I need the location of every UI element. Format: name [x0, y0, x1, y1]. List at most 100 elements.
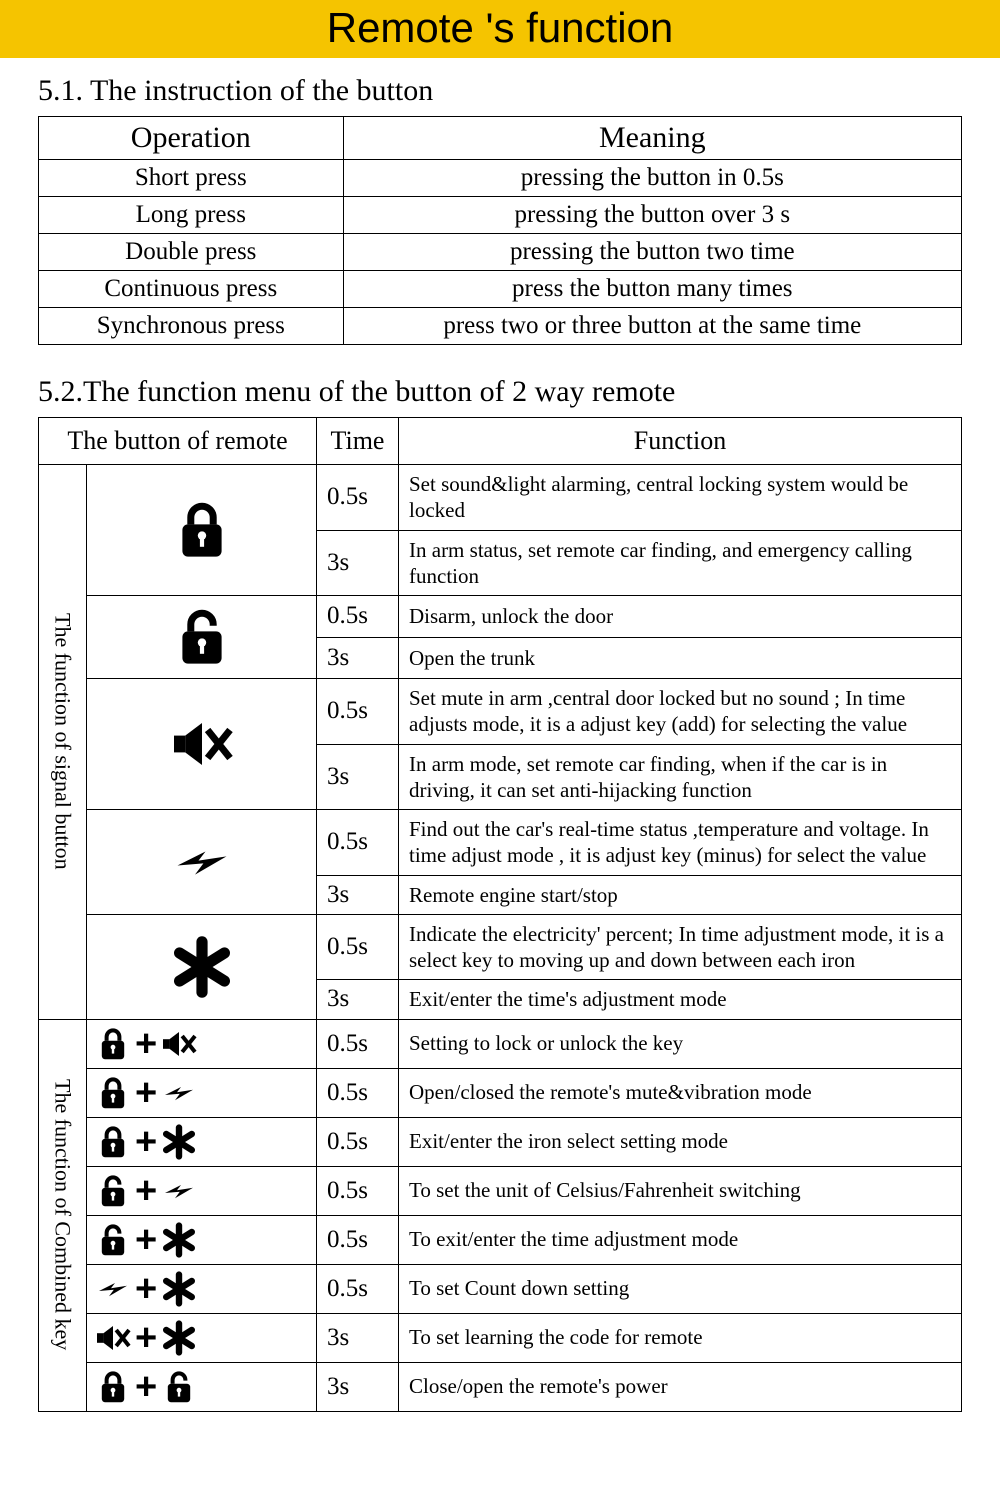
time-cell: 0.5s: [317, 1117, 399, 1166]
t2-combined-row: +3sTo set learning the code for remote: [39, 1313, 962, 1362]
time-cell: 0.5s: [317, 1166, 399, 1215]
content-area: 5.1. The instruction of the button Opera…: [0, 58, 1000, 1452]
t2-combined-row: The function of Combined key+0.5sSetting…: [39, 1019, 962, 1068]
time-cell: 0.5s: [317, 810, 399, 876]
plus-icon: +: [135, 1270, 157, 1308]
function-cell: Close/open the remote's power: [399, 1362, 962, 1411]
t1-operation-cell: Long press: [39, 197, 344, 234]
t2-header-button: The button of remote: [39, 418, 317, 465]
t2-combined-row: +0.5sTo set Count down setting: [39, 1264, 962, 1313]
time-cell: 3s: [317, 637, 399, 679]
signal-group-label: The function of signal button: [39, 465, 87, 1020]
combo-icons: +: [87, 1068, 317, 1117]
combo-icons: +: [87, 1117, 317, 1166]
function-cell: Set mute in arm ,central door locked but…: [399, 679, 962, 745]
function-cell: Find out the car's real-time status ,tem…: [399, 810, 962, 876]
t1-row: Short presspressing the button in 0.5s: [39, 160, 962, 197]
t1-meaning-cell: press the button many times: [343, 271, 961, 308]
t2-combined-row: +0.5sExit/enter the iron select setting …: [39, 1117, 962, 1166]
function-cell: Remote engine start/stop: [399, 875, 962, 914]
function-cell: Indicate the electricity' percent; In ti…: [399, 914, 962, 980]
combined-group-label: The function of Combined key: [39, 1019, 87, 1411]
t2-combined-row: +0.5sTo exit/enter the time adjustment m…: [39, 1215, 962, 1264]
t2-signal-row: 0.5sDisarm, unlock the door: [39, 596, 962, 638]
t1-meaning-cell: pressing the button over 3 s: [343, 197, 961, 234]
time-cell: 3s: [317, 1313, 399, 1362]
combo-icons: +: [87, 1362, 317, 1411]
time-cell: 0.5s: [317, 1019, 399, 1068]
function-cell: In arm status, set remote car finding, a…: [399, 530, 962, 596]
banner-title: Remote 's function: [0, 4, 1000, 52]
plus-icon: +: [135, 1319, 157, 1357]
time-cell: 3s: [317, 744, 399, 810]
t1-row: Synchronous presspress two or three butt…: [39, 308, 962, 345]
time-cell: 3s: [317, 1362, 399, 1411]
t2-signal-row: The function of signal button0.5sSet sou…: [39, 465, 962, 531]
mute-icon: [87, 679, 317, 810]
t1-body: Short presspressing the button in 0.5sLo…: [39, 160, 962, 345]
function-cell: To set Count down setting: [399, 1264, 962, 1313]
time-cell: 0.5s: [317, 1264, 399, 1313]
function-cell: In arm mode, set remote car finding, whe…: [399, 744, 962, 810]
unlock-icon: [87, 596, 317, 679]
function-cell: To set learning the code for remote: [399, 1313, 962, 1362]
t2-combined-row: +0.5sOpen/closed the remote's mute&vibra…: [39, 1068, 962, 1117]
section2-heading: 5.2.The function menu of the button of 2…: [38, 375, 962, 409]
t1-row: Continuous presspress the button many ti…: [39, 271, 962, 308]
t2-signal-row: 0.5sIndicate the electricity' percent; I…: [39, 914, 962, 980]
time-cell: 0.5s: [317, 1068, 399, 1117]
t1-operation-cell: Short press: [39, 160, 344, 197]
t1-operation-cell: Synchronous press: [39, 308, 344, 345]
time-cell: 0.5s: [317, 914, 399, 980]
t1-operation-cell: Double press: [39, 234, 344, 271]
banner: Remote 's function: [0, 0, 1000, 58]
function-cell: Disarm, unlock the door: [399, 596, 962, 638]
function-cell: To exit/enter the time adjustment mode: [399, 1215, 962, 1264]
function-table: The button of remote Time Function The f…: [38, 417, 962, 1412]
t1-header-meaning: Meaning: [343, 117, 961, 160]
t1-row: Long presspressing the button over 3 s: [39, 197, 962, 234]
function-cell: Setting to lock or unlock the key: [399, 1019, 962, 1068]
time-cell: 0.5s: [317, 465, 399, 531]
t2-header-time: Time: [317, 418, 399, 465]
bolt-icon: [87, 810, 317, 915]
t1-meaning-cell: press two or three button at the same ti…: [343, 308, 961, 345]
combo-icons: +: [87, 1313, 317, 1362]
function-cell: Open the trunk: [399, 637, 962, 679]
time-cell: 0.5s: [317, 596, 399, 638]
combo-icons: +: [87, 1166, 317, 1215]
time-cell: 0.5s: [317, 1215, 399, 1264]
plus-icon: +: [135, 1025, 157, 1063]
t2-signal-row: 0.5sFind out the car's real-time status …: [39, 810, 962, 876]
function-cell: Exit/enter the time's adjustment mode: [399, 980, 962, 1019]
plus-icon: +: [135, 1221, 157, 1259]
function-cell: Exit/enter the iron select setting mode: [399, 1117, 962, 1166]
t1-header-operation: Operation: [39, 117, 344, 160]
t2-header-function: Function: [399, 418, 962, 465]
combo-icons: +: [87, 1264, 317, 1313]
t1-row: Double presspressing the button two time: [39, 234, 962, 271]
plus-icon: +: [135, 1123, 157, 1161]
time-cell: 3s: [317, 530, 399, 596]
function-cell: To set the unit of Celsius/Fahrenheit sw…: [399, 1166, 962, 1215]
combo-icons: +: [87, 1019, 317, 1068]
combo-icons: +: [87, 1215, 317, 1264]
time-cell: 0.5s: [317, 679, 399, 745]
plus-icon: +: [135, 1172, 157, 1210]
t2-signal-row: 0.5sSet mute in arm ,central door locked…: [39, 679, 962, 745]
t1-operation-cell: Continuous press: [39, 271, 344, 308]
t2-combined-row: +0.5sTo set the unit of Celsius/Fahrenhe…: [39, 1166, 962, 1215]
time-cell: 3s: [317, 980, 399, 1019]
instruction-table: Operation Meaning Short presspressing th…: [38, 116, 962, 345]
t1-meaning-cell: pressing the button two time: [343, 234, 961, 271]
function-cell: Open/closed the remote's mute&vibration …: [399, 1068, 962, 1117]
plus-icon: +: [135, 1368, 157, 1406]
section1-heading: 5.1. The instruction of the button: [38, 74, 962, 108]
plus-icon: +: [135, 1074, 157, 1112]
t1-meaning-cell: pressing the button in 0.5s: [343, 160, 961, 197]
lock-icon: [87, 465, 317, 596]
function-cell: Set sound&light alarming, central lockin…: [399, 465, 962, 531]
star-icon: [87, 914, 317, 1019]
t2-combined-row: +3sClose/open the remote's power: [39, 1362, 962, 1411]
time-cell: 3s: [317, 875, 399, 914]
